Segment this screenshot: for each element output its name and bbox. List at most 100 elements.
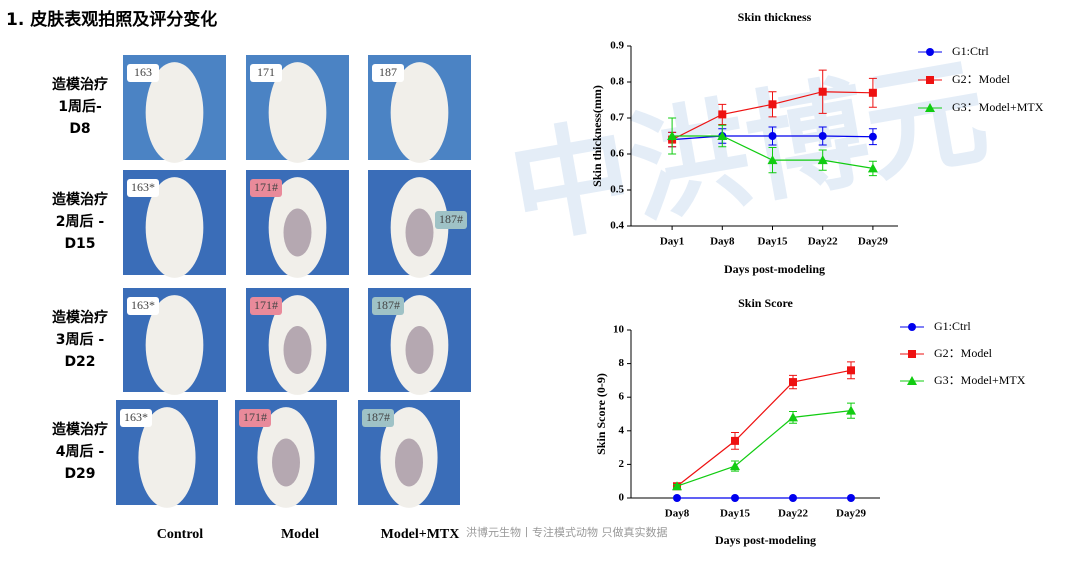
photo-tag-bg xyxy=(435,211,467,229)
legend-label: G1:Ctrl xyxy=(934,319,971,333)
marker xyxy=(907,376,917,385)
column-label: Model xyxy=(281,527,319,542)
series-line xyxy=(676,410,852,487)
marker xyxy=(730,461,740,471)
marker xyxy=(717,131,728,140)
y-tick-label: 0 xyxy=(619,492,625,504)
row-label: 3周后 - xyxy=(56,331,105,348)
x-tick-label: Day15 xyxy=(720,508,750,520)
photo-lesion xyxy=(272,438,300,487)
marker xyxy=(817,155,828,165)
watermark: 中洪博元 xyxy=(500,42,997,262)
photo-tag: 171 xyxy=(257,65,275,79)
marker xyxy=(718,110,727,119)
marker xyxy=(767,155,778,165)
column-label: Model+MTX xyxy=(381,527,460,542)
row-label: D29 xyxy=(64,466,95,482)
row-label: 2周后 - xyxy=(56,213,105,230)
marker xyxy=(908,350,916,358)
marker xyxy=(867,163,878,173)
photo-lesion xyxy=(283,326,312,374)
marker xyxy=(868,88,877,97)
x-tick-label: Day8 xyxy=(710,236,735,248)
y-tick-label: 0.7 xyxy=(610,112,624,124)
row-label: 造模治疗 xyxy=(52,309,108,326)
y-tick-label: 2 xyxy=(619,458,625,470)
y-tick-label: 0.6 xyxy=(610,148,624,160)
marker xyxy=(925,103,935,112)
photo-tag: 163* xyxy=(124,410,148,424)
row-label: D15 xyxy=(64,236,95,252)
legend-label: G2：Model xyxy=(952,72,1011,86)
photo-mouse xyxy=(390,62,449,163)
photo-tag-bg xyxy=(250,297,282,315)
marker xyxy=(789,494,797,502)
row-label: 造模治疗 xyxy=(52,421,108,438)
photo-tag: 187# xyxy=(439,212,463,226)
photo-lesion xyxy=(283,208,312,257)
row-label: D8 xyxy=(69,121,90,137)
chart-title: Skin Score xyxy=(738,296,793,310)
photo-tag-bg xyxy=(372,297,404,315)
marker xyxy=(926,76,934,84)
y-tick-label: 0.8 xyxy=(610,76,624,88)
series-line xyxy=(676,369,852,487)
marker xyxy=(789,378,797,387)
y-tick-label: 4 xyxy=(619,424,625,436)
x-tick-label: Day29 xyxy=(858,236,888,248)
photo-mouse xyxy=(145,62,204,163)
y-tick-label: 0.5 xyxy=(610,184,624,196)
marker xyxy=(847,494,855,502)
marker xyxy=(768,132,777,140)
photo-tag-bg xyxy=(127,297,159,315)
photo-tag: 163* xyxy=(131,298,155,312)
photo-tag: 171# xyxy=(243,410,267,424)
photo-tag: 163 xyxy=(134,65,152,79)
marker xyxy=(818,132,827,140)
y-tick-label: 6 xyxy=(619,391,625,403)
x-tick-label: Day15 xyxy=(758,236,788,248)
legend-label: G2：Model xyxy=(934,346,993,360)
marker xyxy=(818,87,827,96)
x-tick-label: Day8 xyxy=(665,508,690,520)
y-tick-label: 8 xyxy=(619,357,625,369)
photo-tag: 187# xyxy=(376,298,400,312)
marker xyxy=(673,494,681,502)
x-axis-label: Days post-modeling xyxy=(724,262,825,276)
photo-tag-bg xyxy=(120,409,152,427)
photo-tag: 187# xyxy=(366,410,390,424)
x-tick-label: Day29 xyxy=(836,508,866,520)
column-label: Control xyxy=(157,527,204,542)
x-tick-label: Day1 xyxy=(660,236,684,248)
photo-lesion xyxy=(395,438,423,487)
photo-tag-bg xyxy=(239,409,271,427)
row-label: 1周后- xyxy=(58,98,102,115)
legend-label: G3：Model+MTX xyxy=(952,100,1044,114)
x-tick-label: Day22 xyxy=(808,236,838,248)
photo-tag: 187 xyxy=(379,65,397,79)
row-label: 造模治疗 xyxy=(52,191,108,208)
photo-tag-bg xyxy=(250,179,282,197)
y-tick-label: 10 xyxy=(613,324,625,336)
photo-lesion xyxy=(405,326,434,374)
marker xyxy=(847,366,855,375)
marker xyxy=(672,481,682,491)
marker xyxy=(768,100,777,109)
marker xyxy=(731,436,739,445)
photo-mouse xyxy=(145,177,204,278)
photo-mouse xyxy=(138,407,196,508)
marker xyxy=(667,131,678,140)
y-axis-label: Skin thickness(mm) xyxy=(590,85,604,187)
photo-tag-bg xyxy=(127,179,159,197)
row-label: 造模治疗 xyxy=(52,76,108,93)
y-axis-label: Skin Score (0-9) xyxy=(594,373,608,455)
photo-tag-bg xyxy=(372,64,404,82)
row-label: 4周后 - xyxy=(56,443,105,460)
chart-title: Skin thickness xyxy=(738,10,812,24)
legend-label: G3：Model+MTX xyxy=(934,373,1026,387)
marker xyxy=(926,48,934,56)
photo-tag: 171# xyxy=(254,298,278,312)
legend-label: G1:Ctrl xyxy=(952,44,989,58)
marker xyxy=(846,405,856,415)
